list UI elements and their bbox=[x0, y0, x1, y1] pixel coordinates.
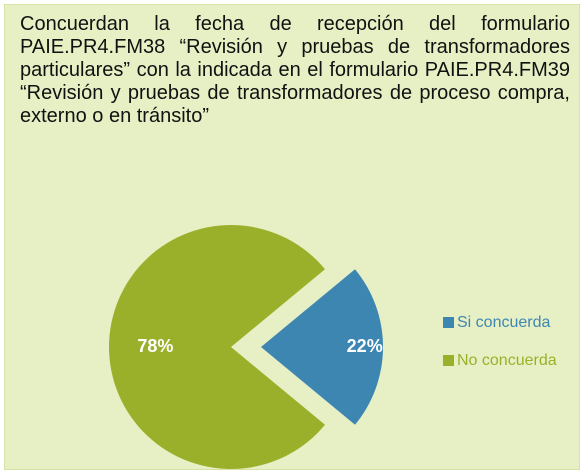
chart: 22% 78% Si concuerda No concuerda bbox=[108, 224, 557, 469]
legend-swatch bbox=[443, 317, 454, 328]
legend-swatch bbox=[443, 355, 454, 366]
chart-title: Concuerdan la fecha de recepción del for… bbox=[20, 13, 570, 127]
chart-panel: Concuerdan la fecha de recepción del for… bbox=[4, 4, 580, 470]
pie-slice bbox=[261, 269, 383, 425]
data-label: 78% bbox=[137, 336, 173, 356]
legend-label: No concuerda bbox=[457, 352, 557, 369]
data-label: 22% bbox=[347, 336, 383, 356]
pie-slice bbox=[108, 224, 326, 469]
legend-label: Si concuerda bbox=[457, 314, 550, 331]
